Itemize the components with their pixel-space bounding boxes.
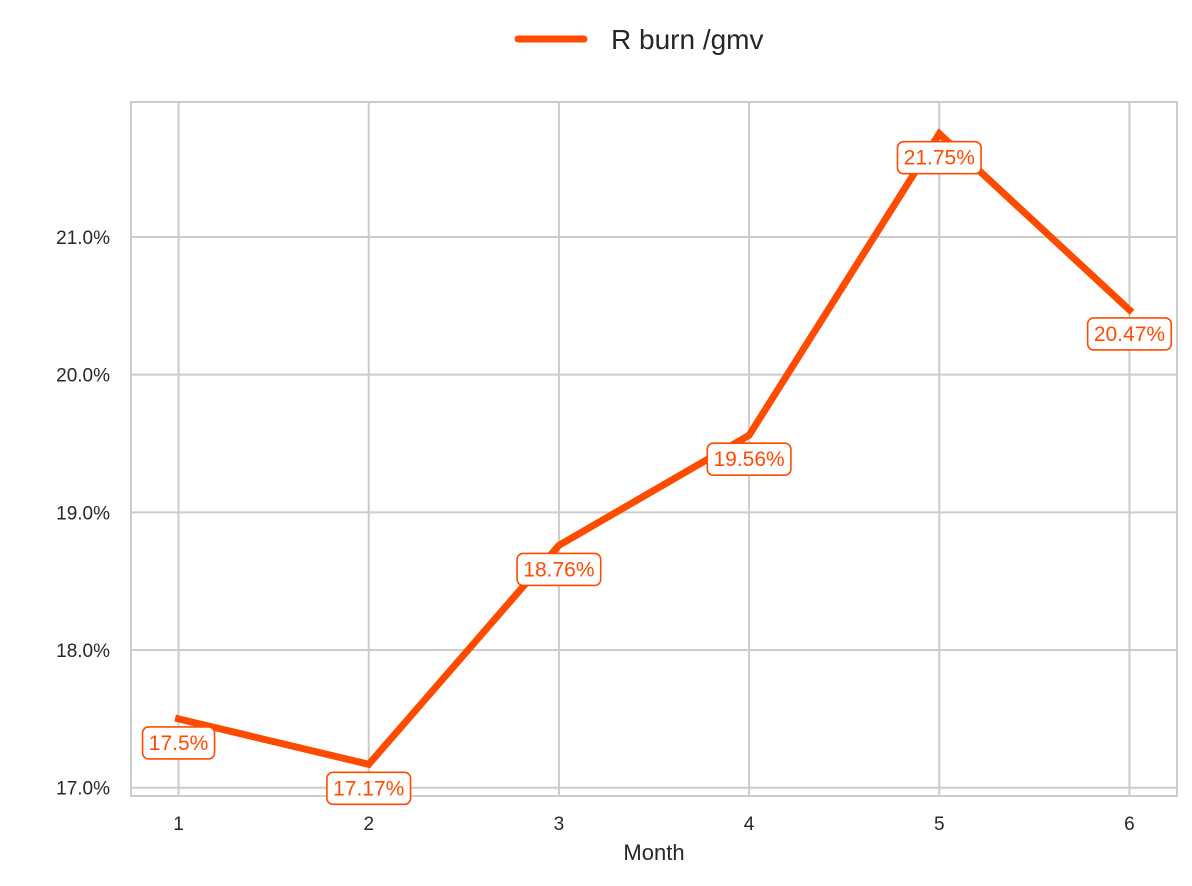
- x-tick-label: 3: [554, 814, 565, 835]
- data-label-box: [896, 140, 982, 175]
- x-tick-label: 5: [934, 814, 945, 835]
- data-label-text: 17.17%: [333, 777, 404, 800]
- x-axis-ticks: 1 2 3 4 5 6: [173, 814, 1134, 835]
- data-label-text: 20.47%: [1094, 323, 1165, 346]
- x-axis-label: Month: [623, 840, 684, 865]
- legend-label: R burn /gmv: [611, 24, 764, 55]
- y-axis-ticks: 17.0% 18.0% 19.0% 20.0% 21.0%: [56, 228, 110, 800]
- data-label-text: 17.5%: [149, 732, 209, 755]
- data-label: 17.17%: [326, 771, 412, 806]
- data-label-box: [706, 442, 792, 477]
- data-label-text: 19.56%: [713, 448, 784, 471]
- y-tick-label: 19.0%: [56, 503, 110, 524]
- y-tick-label: 20.0%: [56, 366, 110, 387]
- grid-lines: [131, 102, 1177, 796]
- data-label-box: [516, 552, 602, 587]
- data-labels: 17.5% 17.17% 18.76% 19.56% 21.75% 20.47%: [141, 140, 1173, 806]
- data-label-text: 18.76%: [523, 558, 594, 581]
- data-label-text: 21.75%: [904, 147, 975, 170]
- series-line: [174, 128, 1135, 769]
- legend: R burn /gmv: [514, 24, 764, 55]
- series-group: [174, 128, 1135, 769]
- data-label: 21.75%: [896, 140, 982, 175]
- data-label: 20.47%: [1086, 317, 1173, 351]
- x-tick-label: 6: [1124, 814, 1135, 835]
- plot-area-frame: [130, 101, 1178, 797]
- data-label: 17.5%: [141, 726, 216, 760]
- x-tick-label: 4: [744, 814, 755, 835]
- data-label-box: [1086, 317, 1173, 351]
- x-tick-label: 2: [363, 814, 374, 835]
- data-label: 19.56%: [706, 442, 792, 477]
- data-label-box: [326, 771, 412, 806]
- y-tick-label: 18.0%: [56, 641, 110, 662]
- y-tick-label: 17.0%: [56, 779, 110, 800]
- x-tick-label: 1: [173, 814, 184, 835]
- data-label: 18.76%: [516, 552, 602, 587]
- y-tick-label: 21.0%: [56, 228, 110, 249]
- data-label-box: [141, 726, 216, 760]
